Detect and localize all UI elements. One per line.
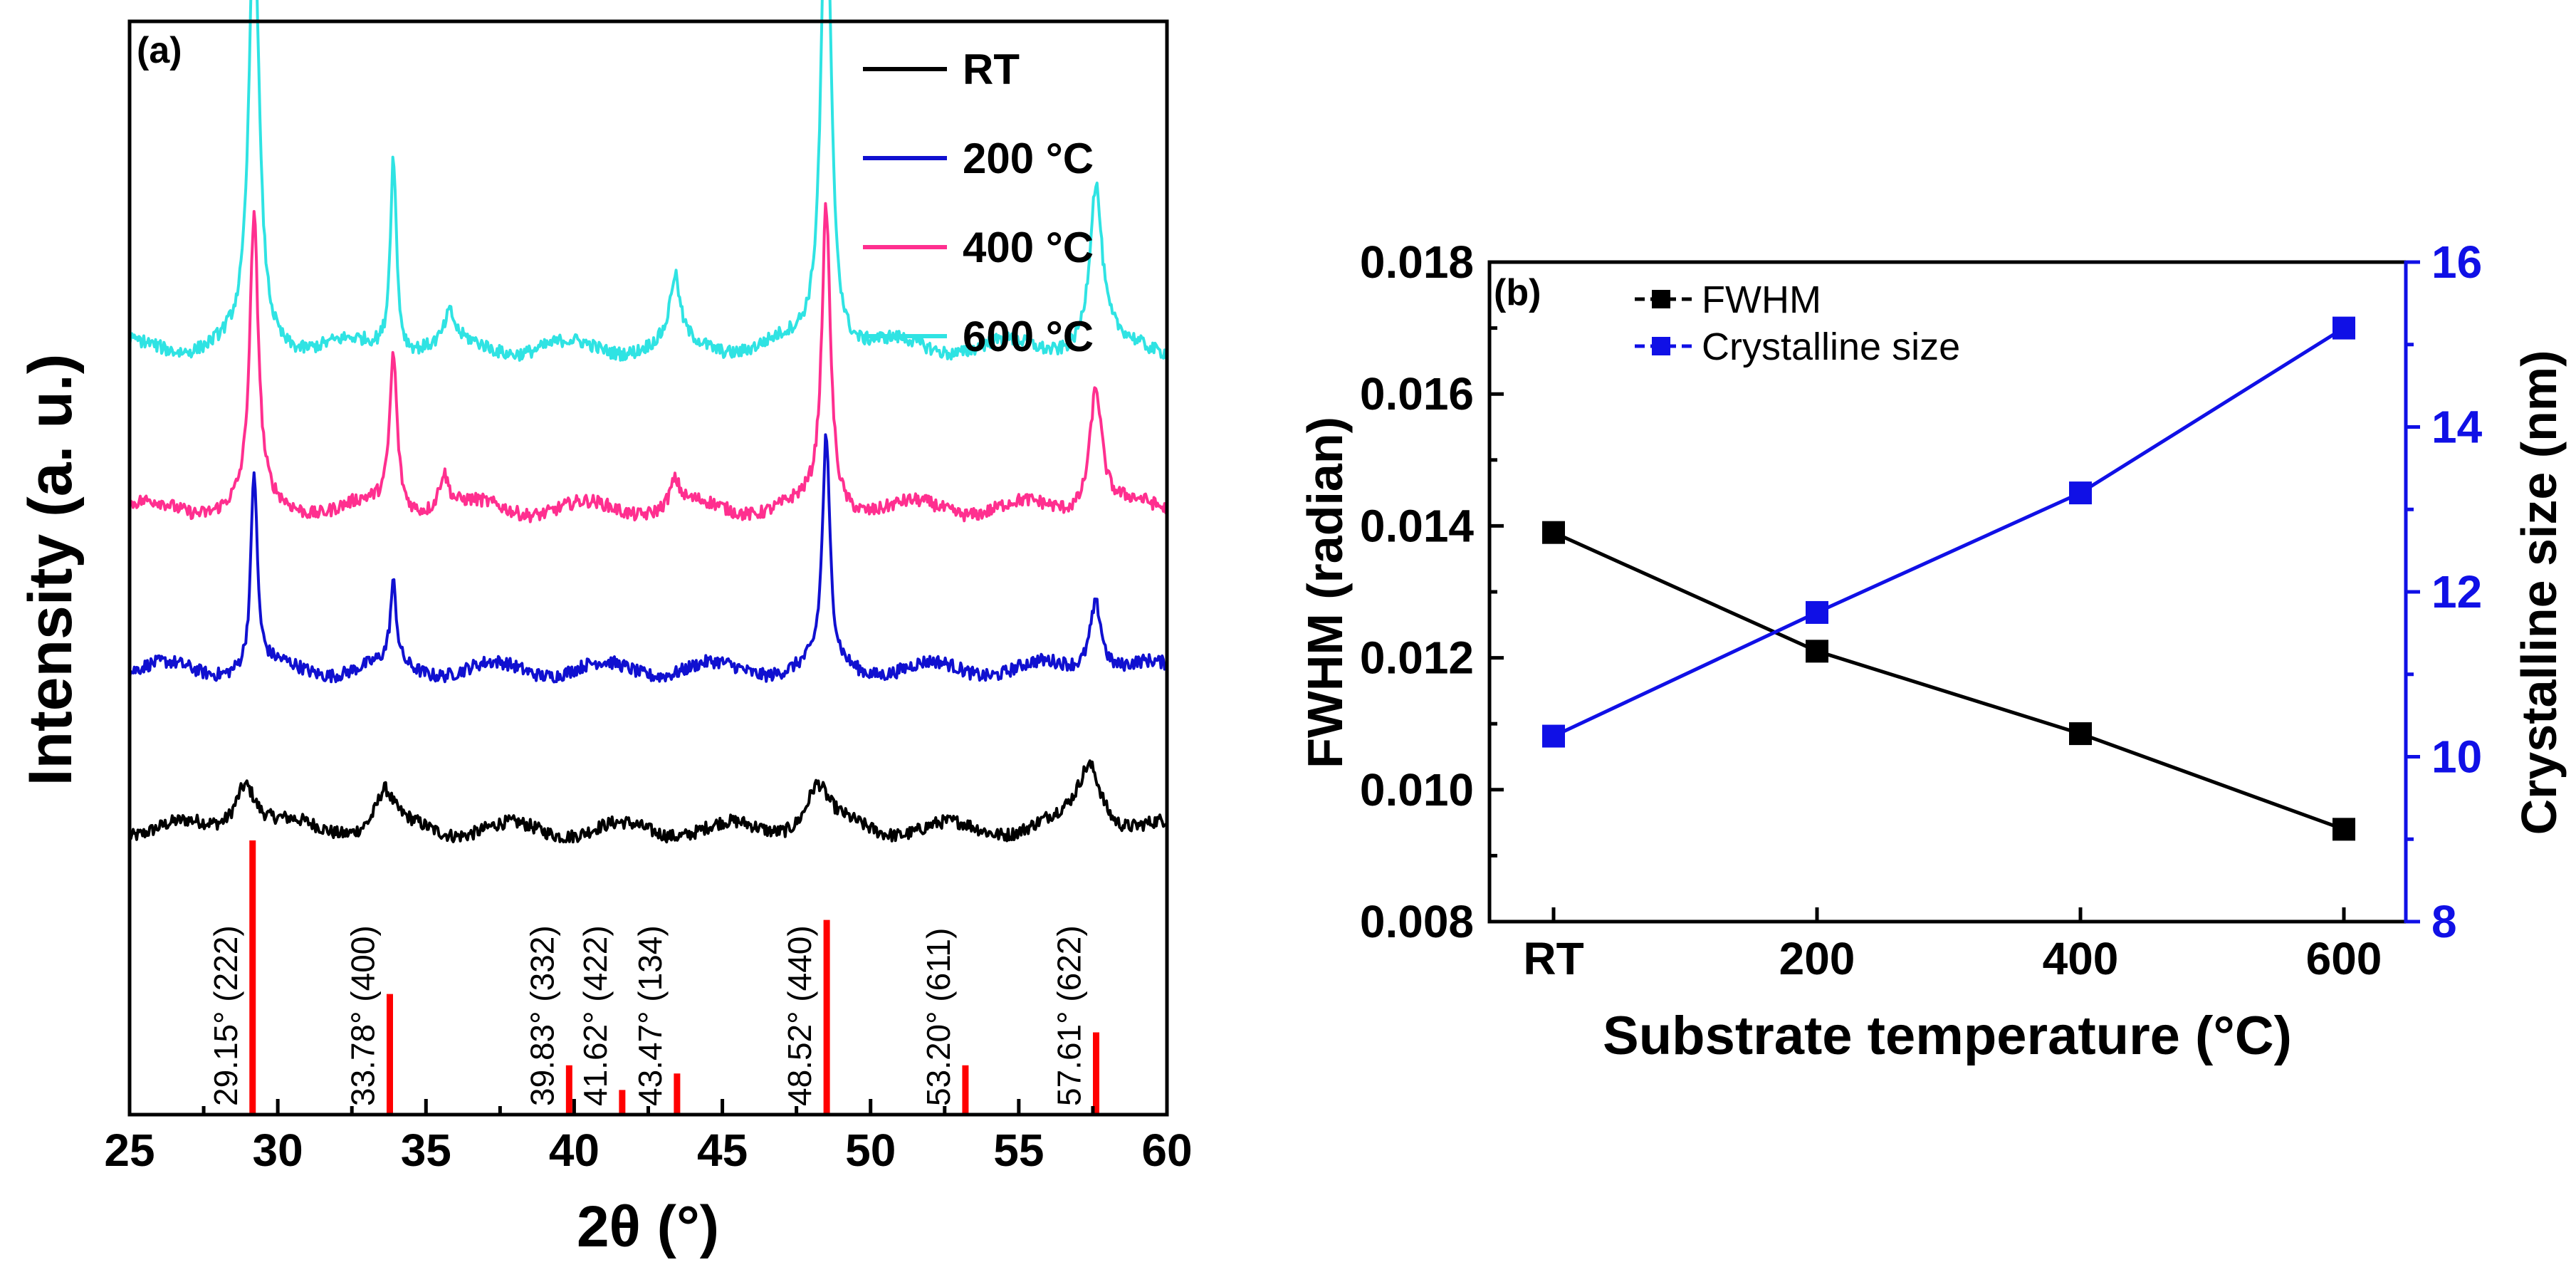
legend-label-fwhm: FWHM [1702, 278, 1821, 321]
xrd-legend-label-400-c: 400 °C [963, 224, 1094, 271]
xrd-legend-label-600-c: 600 °C [963, 313, 1094, 360]
point-crystalline-size [2069, 481, 2092, 505]
fwhm-x-tick-label: RT [1523, 933, 1583, 984]
xrd-reference-label: 29.15° (222) [207, 925, 244, 1106]
xrd-series-200-c [128, 433, 1168, 684]
crystalline-size-right-tick-label: 14 [2431, 402, 2483, 453]
fwhm-left-tick-label: 0.018 [1360, 236, 1474, 288]
crystalline-size-right-tick-label: 10 [2431, 731, 2482, 783]
xrd-reference-label: 57.61° (622) [1051, 925, 1088, 1106]
crystalline-size-right-tick-label: 12 [2431, 566, 2482, 617]
xrd-legend-label-200-c: 200 °C [963, 135, 1094, 182]
fwhm-data-layer [1542, 316, 2355, 841]
crystalline-size-right-tick-label: 8 [2431, 896, 2457, 947]
xrd-x-ticks: 25 30 35 40 45 50 55 60 [104, 1099, 1193, 1176]
xrd-x-tick-label: 45 [697, 1125, 748, 1176]
xrd-x-tick-label: 55 [993, 1125, 1044, 1176]
fwhm-x-tick-label: 600 [2306, 933, 2382, 984]
legend-label-crystalline-size: Crystalline size [1702, 325, 1960, 368]
legend-marker-fwhm [1652, 290, 1670, 308]
point-fwhm [1542, 521, 1565, 544]
legend-marker-crystalline-size [1652, 337, 1670, 355]
xrd-reference-label: 39.83° (332) [523, 925, 560, 1106]
fwhm-panel-label: (b) [1494, 272, 1541, 313]
series-line-crystalline-size [1552, 326, 2345, 738]
fwhm-x-tick-label: 400 [2043, 933, 2119, 984]
fwhm-left-axis-title: FWHM (radian) [1297, 417, 1353, 768]
xrd-x-tick-label: 35 [401, 1125, 451, 1176]
series-line-fwhm [1552, 531, 2345, 831]
xrd-x-axis-title: 2θ (°) [577, 1194, 719, 1259]
xrd-reference-label: 53.20° (611) [920, 928, 957, 1106]
xrd-legend-label-rt: RT [963, 46, 1020, 93]
point-fwhm [2332, 818, 2355, 841]
xrd-x-tick-label: 25 [104, 1125, 155, 1176]
xrd-legend: RT 200 °C 400 °C 600 °C [863, 46, 1094, 360]
xrd-reference-label: 41.62° (422) [577, 925, 614, 1106]
xrd-reference-label: 43.47° (134) [632, 925, 669, 1106]
point-fwhm [2069, 722, 2092, 746]
xrd-x-tick-label: 40 [549, 1125, 600, 1176]
crystalline-size-right-tick-label: 16 [2431, 236, 2482, 288]
point-crystalline-size [2332, 316, 2355, 340]
point-crystalline-size [1542, 724, 1565, 748]
point-crystalline-size [1806, 600, 1828, 624]
fwhm-x-axis-title: Substrate temperature (°C) [1603, 1006, 2292, 1066]
fwhm-left-tick-label: 0.016 [1360, 368, 1474, 419]
fwhm-left-tick-label: 0.014 [1360, 500, 1475, 551]
fwhm-left-tick-label: 0.010 [1360, 764, 1474, 815]
xrd-reference-label: 33.78° (400) [344, 925, 381, 1106]
xrd-panel-label: (a) [137, 30, 182, 71]
xrd-data-layer: 29.15° (222) 33.78° (400) 39.83° (332) 41.6… [128, 0, 1168, 1115]
xrd-series-400-c [128, 202, 1168, 523]
point-fwhm [1806, 640, 1828, 663]
fwhm-left-tick-label: 0.008 [1360, 896, 1474, 947]
fwhm-left-tick-label: 0.012 [1360, 632, 1474, 684]
xrd-x-tick-label: 50 [845, 1125, 896, 1176]
xrd-reference-label: 48.52° (440) [781, 925, 818, 1106]
xrd-panel: 29.15° (222) 33.78° (400) 39.83° (332) 41.6… [16, 0, 1193, 1259]
xrd-x-tick-label: 30 [253, 1125, 303, 1176]
fwhm-x-tick-label: 200 [1779, 933, 1855, 984]
xrd-series-600-c [128, 0, 1168, 362]
xrd-series-rt [128, 759, 1168, 844]
crystalline-size-right-axis-title: Crystalline size (nm) [2511, 350, 2567, 835]
fwhm-panel: 0.008 0.010 0.012 0.014 0.016 0.018 8 10 12 14 16 R… [1297, 236, 2567, 1066]
fwhm-axes-ticks: 0.008 0.010 0.012 0.014 0.016 0.018 8 10 12 14 16 R… [1360, 236, 2483, 984]
xrd-x-tick-label: 60 [1141, 1125, 1192, 1176]
xrd-y-axis-title: Intensity (a. u.) [16, 354, 85, 786]
